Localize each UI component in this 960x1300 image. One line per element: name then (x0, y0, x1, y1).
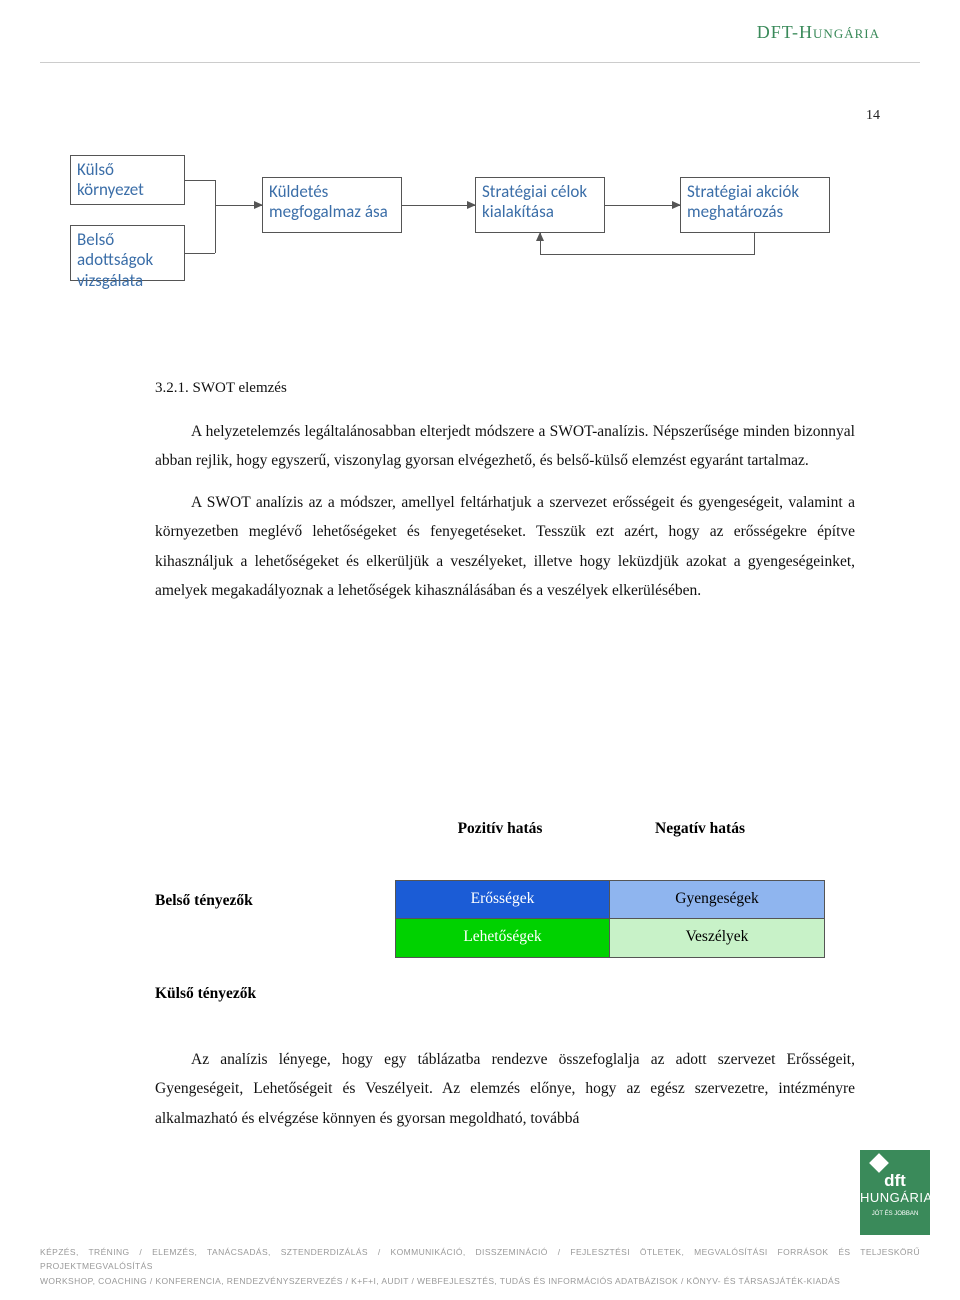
arrow (605, 205, 680, 206)
section-body: 3.2.1. SWOT elemzés A helyzetelemzés leg… (155, 380, 855, 618)
swot-cell-opportunities: Lehetőségek (396, 919, 610, 957)
swot-grid: Erősségek Gyengeségek Lehetőségek Veszél… (395, 880, 825, 958)
header-brand: DFT-Hungária (757, 22, 880, 43)
flowchart: Külső környezet Belső adottságok vizsgál… (70, 155, 890, 340)
connector (185, 180, 215, 181)
footer-line-2: WORKSHOP, COACHING / KONFERENCIA, RENDEZ… (40, 1274, 920, 1288)
feedback-arrow (540, 233, 755, 255)
header-rule (40, 62, 920, 63)
swot-header-positive: Pozitív hatás (400, 820, 600, 838)
swot-col-headers: Pozitív hatás Negatív hatás (400, 820, 850, 838)
swot-header-negative: Negatív hatás (600, 820, 800, 838)
connector (215, 180, 216, 253)
arrow (402, 205, 475, 206)
paragraph: Az analízis lényege, hogy egy táblázatba… (155, 1045, 855, 1133)
page-number: 14 (866, 108, 880, 124)
swot-row-internal: Belső tényezők (155, 892, 253, 910)
node-strategiai-celok: Stratégiai célok kialakítása (475, 177, 605, 233)
paragraph: A SWOT analízis az a módszer, amellyel f… (155, 488, 855, 606)
node-strategiai-akciok: Stratégiai akciók meghatározás (680, 177, 830, 233)
logo-text-2: HUNGÁRIA (860, 1191, 930, 1205)
swot-row: Erősségek Gyengeségek (396, 881, 824, 919)
connector (185, 253, 215, 254)
footer: KÉPZÉS, TRÉNING / ELEMZÉS, TANÁCSADÁS, S… (40, 1245, 920, 1288)
brand-logo: dft HUNGÁRIA JÓT ÉS JOBBAN (860, 1150, 930, 1235)
node-kulso-kornyezet: Külső környezet (70, 155, 185, 205)
swot-cell-strengths: Erősségek (396, 881, 610, 918)
swot-row-external: Külső tényezők (155, 985, 256, 1003)
node-kuldetes: Küldetés megfogalmaz ása (262, 177, 402, 233)
footer-line-1: KÉPZÉS, TRÉNING / ELEMZÉS, TANÁCSADÁS, S… (40, 1245, 920, 1274)
section-title: 3.2.1. SWOT elemzés (155, 380, 855, 397)
arrow (215, 205, 262, 206)
swot-row: Lehetőségek Veszélyek (396, 919, 824, 957)
section-after-table: Az analízis lényege, hogy egy táblázatba… (155, 1045, 855, 1145)
node-belso-adottsagok: Belső adottságok vizsgálata (70, 225, 185, 281)
swot-cell-threats: Veszélyek (610, 919, 824, 957)
logo-text-1: dft (860, 1172, 930, 1191)
logo-text-3: JÓT ÉS JOBBAN (860, 1211, 930, 1218)
swot-cell-weaknesses: Gyengeségek (610, 881, 824, 918)
paragraph: A helyzetelemzés legáltalánosabban elter… (155, 417, 855, 476)
